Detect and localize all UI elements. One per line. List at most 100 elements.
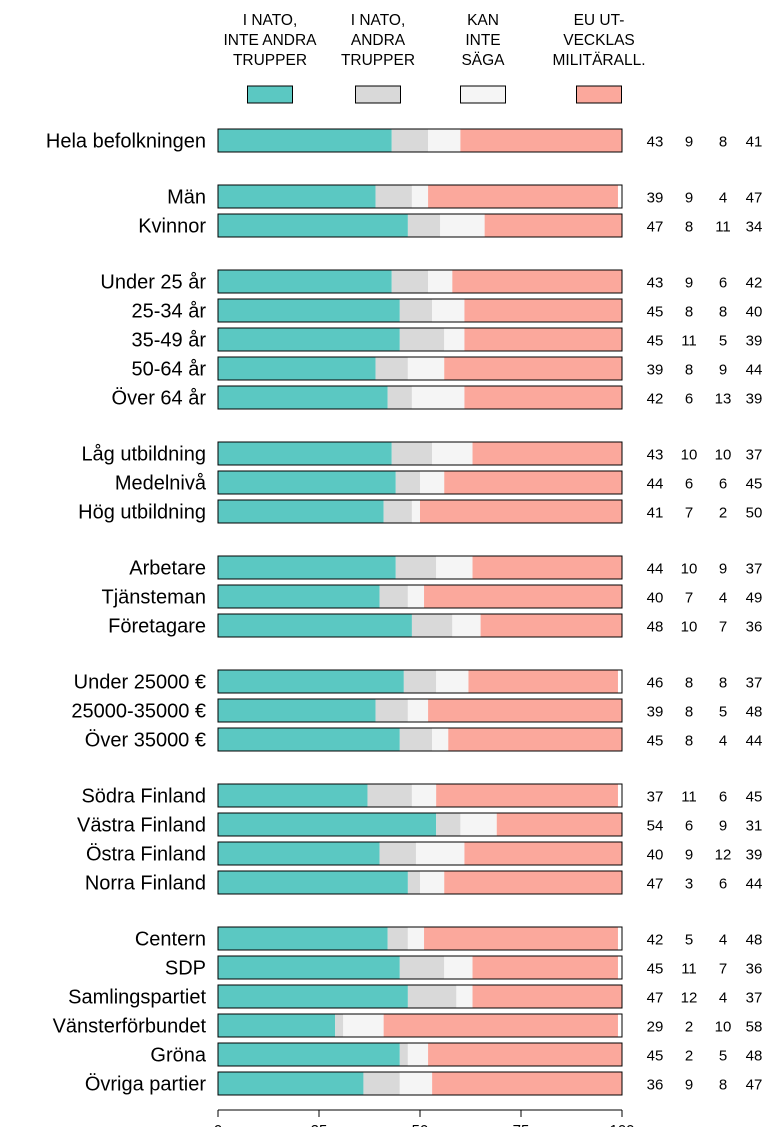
value-label: 8: [719, 1077, 727, 1094]
value-label: 8: [685, 733, 693, 750]
bar-segment: [411, 614, 453, 637]
bar-segment: [407, 214, 441, 237]
legend-swatch: [460, 85, 506, 104]
value-label: 4: [719, 733, 727, 750]
legend-label: TRUPPER: [341, 52, 415, 69]
bar-segment: [411, 185, 429, 208]
value-label: 45: [647, 304, 664, 321]
bar-segment: [407, 585, 425, 608]
value-label: 8: [685, 362, 693, 379]
value-label: 9: [719, 561, 727, 578]
category-label: Gröna: [150, 1045, 206, 1067]
bar-segment: [218, 871, 408, 894]
bar-segment: [218, 927, 388, 950]
bar-segment: [335, 1014, 344, 1037]
category-label: Män: [167, 187, 206, 209]
value-label: 43: [647, 275, 664, 292]
bar-segment: [444, 871, 622, 894]
value-label: 40: [746, 304, 763, 321]
value-label: 10: [715, 447, 732, 464]
category-label: Företagare: [108, 616, 206, 638]
bar-segment: [472, 985, 622, 1008]
value-label: 47: [647, 219, 664, 236]
value-label: 4: [719, 990, 727, 1007]
value-label: 2: [685, 1019, 693, 1036]
bar-segment: [399, 328, 445, 351]
bar-segment: [395, 471, 420, 494]
value-label: 7: [719, 619, 727, 636]
bar-outline: [217, 356, 623, 381]
value-label: 37: [746, 675, 763, 692]
bar-segment: [218, 784, 368, 807]
legend-label: TRUPPER: [233, 52, 307, 69]
value-label: 8: [719, 134, 727, 151]
value-label: 34: [746, 219, 763, 236]
bar-segment: [387, 386, 412, 409]
bar-segment: [444, 328, 465, 351]
bar-segment: [407, 985, 457, 1008]
bar-segment: [375, 699, 408, 722]
value-label: 41: [647, 505, 664, 522]
bar-outline: [217, 669, 623, 694]
value-label: 49: [746, 590, 763, 607]
bar-segment: [452, 270, 622, 293]
bar-outline: [217, 327, 623, 352]
bar-segment: [218, 185, 376, 208]
bar-segment: [379, 842, 416, 865]
bar-segment: [424, 927, 618, 950]
value-label: 44: [746, 876, 763, 893]
bar-segment: [407, 357, 445, 380]
x-axis: 0 25 50 75 100: [214, 1109, 635, 1127]
value-label: 6: [685, 818, 693, 835]
value-label: 44: [746, 733, 763, 750]
value-label: 8: [685, 675, 693, 692]
bar-segment: [391, 270, 429, 293]
bar-segment: [411, 386, 465, 409]
bar-segment: [399, 299, 433, 322]
bar-segment: [472, 956, 618, 979]
bar-segment: [432, 442, 473, 465]
value-label: 39: [746, 333, 763, 350]
category-label: 25-34 år: [132, 301, 207, 323]
bar-segment: [218, 299, 400, 322]
value-label: 4: [719, 932, 727, 949]
bar-segment: [496, 813, 622, 836]
category-label: Samlingspartiet: [68, 987, 206, 1009]
x-tick-label: 0: [214, 1122, 222, 1127]
bar-segment: [415, 842, 465, 865]
bar-segment: [218, 614, 412, 637]
bar-segment: [218, 842, 380, 865]
bar-segment: [343, 1014, 384, 1037]
value-label: 7: [685, 590, 693, 607]
category-label: 50-64 år: [132, 359, 207, 381]
bar-segment: [407, 927, 425, 950]
bar-segment: [428, 270, 453, 293]
bar-segment: [218, 985, 408, 1008]
value-label: 45: [746, 789, 763, 806]
value-label: 42: [647, 932, 664, 949]
value-label: 36: [746, 961, 763, 978]
bar-segment: [420, 871, 445, 894]
bar-segment: [440, 214, 485, 237]
legend-swatch: [576, 85, 622, 104]
value-label: 37: [746, 561, 763, 578]
value-label: 50: [746, 505, 763, 522]
value-label: 12: [681, 990, 698, 1007]
legend-label: INTE ANDRA: [223, 32, 317, 49]
bar-segment: [218, 556, 396, 579]
bar-segment: [464, 386, 622, 409]
value-label: 44: [746, 362, 763, 379]
bar-segment: [399, 1043, 408, 1066]
bar-segment: [407, 699, 429, 722]
value-label: 43: [647, 134, 664, 151]
value-label: 9: [719, 818, 727, 835]
bar-segment: [444, 357, 622, 380]
bar-segment: [424, 585, 622, 608]
value-label: 47: [647, 990, 664, 1007]
bar-segment: [436, 670, 469, 693]
legend-label: I NATO,: [243, 12, 298, 29]
legend-label: KAN: [467, 12, 499, 29]
bar-segment: [484, 214, 622, 237]
bar-segment: [420, 471, 445, 494]
